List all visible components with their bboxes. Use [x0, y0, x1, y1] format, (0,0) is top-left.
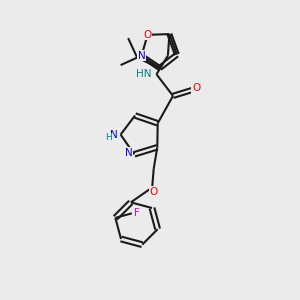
Text: O: O [150, 187, 158, 197]
Text: O: O [143, 30, 152, 40]
Text: N: N [110, 130, 118, 140]
Text: F: F [134, 208, 140, 218]
Text: O: O [192, 83, 200, 93]
Text: H: H [105, 133, 112, 142]
Text: N: N [138, 51, 146, 61]
Text: HN: HN [136, 69, 151, 79]
Text: N: N [125, 148, 133, 158]
